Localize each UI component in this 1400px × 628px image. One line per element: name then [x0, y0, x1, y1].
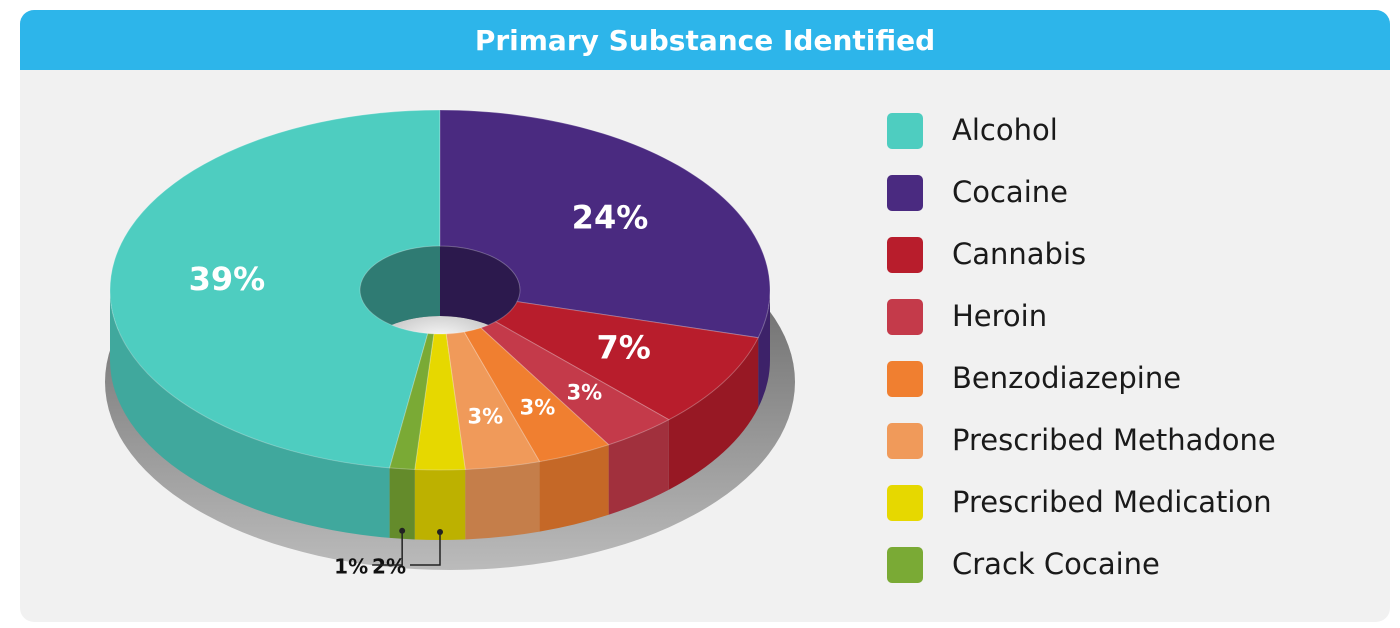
- data-label: 24%: [572, 198, 649, 236]
- slice: [109, 109, 441, 469]
- legend-label: Cocaine: [952, 175, 1068, 209]
- data-label: 39%: [189, 260, 266, 298]
- slice: [479, 321, 670, 446]
- legend-swatch: [887, 485, 923, 521]
- data-label: 3%: [567, 380, 603, 404]
- inner-wall: [440, 246, 520, 360]
- slice: [445, 331, 541, 470]
- legend-swatch: [887, 113, 923, 149]
- data-label: 3%: [468, 405, 504, 429]
- leader-dot: [437, 529, 443, 535]
- outer-wall: [389, 467, 415, 540]
- legend: Alcohol Cocaine Cannabis Heroin Benzodiazepi…: [887, 113, 1276, 583]
- data-label: 1%: [334, 555, 368, 579]
- legend-swatch: [887, 175, 923, 211]
- legend-swatch: [887, 547, 923, 583]
- outer-wall: [110, 290, 390, 538]
- legend-swatch: [887, 361, 923, 397]
- legend-label: Prescribed Methadone: [952, 423, 1276, 457]
- leader-line: [410, 532, 441, 566]
- slice: [439, 109, 771, 339]
- legend-label: Crack Cocaine: [952, 547, 1160, 581]
- outer-wall: [668, 337, 759, 490]
- legend-swatch: [887, 423, 923, 459]
- legend-label: Benzodiazepine: [952, 361, 1181, 395]
- data-label: 7%: [597, 329, 651, 367]
- slice: [494, 301, 759, 421]
- chart-title: Primary Substance Identified: [475, 24, 935, 57]
- outer-wall: [465, 461, 540, 540]
- leader-dot: [399, 527, 406, 534]
- pie: 39% 24% 7% 3% 3% 3% 2%1%: [105, 109, 795, 579]
- outer-wall: [414, 469, 466, 540]
- slice: [463, 327, 610, 463]
- outer-wall: [539, 444, 609, 532]
- outer-wall: [758, 290, 770, 408]
- legend-swatch: [887, 299, 923, 335]
- legend-swatch: [887, 237, 923, 273]
- legend-label: Heroin: [952, 299, 1047, 333]
- title-bar: [20, 10, 1390, 70]
- inner-wall: [360, 246, 440, 360]
- legend-label: Prescribed Medication: [952, 485, 1272, 519]
- data-label: 2%: [372, 555, 406, 579]
- data-label: 3%: [520, 396, 556, 420]
- legend-label: Alcohol: [952, 113, 1058, 147]
- slice: [388, 332, 435, 470]
- outer-wall: [608, 419, 669, 515]
- leader-line: [372, 530, 403, 566]
- legend-label: Cannabis: [952, 237, 1086, 271]
